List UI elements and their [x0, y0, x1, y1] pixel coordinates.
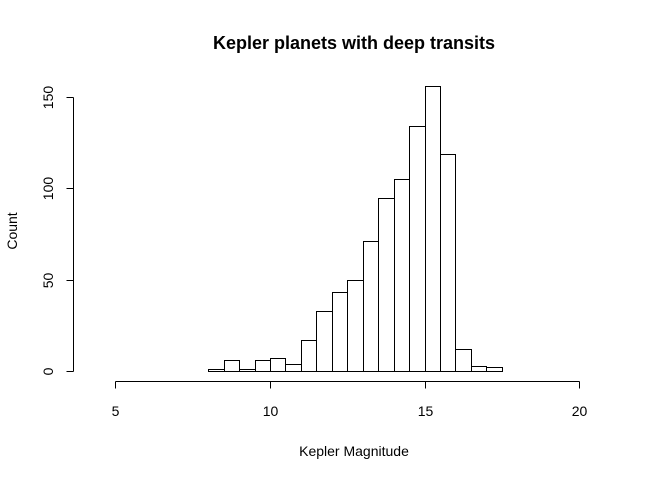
histogram-bar: [347, 280, 364, 372]
histogram-bar: [455, 349, 472, 372]
histogram-bar: [316, 311, 333, 372]
bars-group: [208, 86, 503, 372]
histogram-bar: [440, 154, 456, 372]
histogram-bar: [270, 358, 286, 372]
histogram-bar: [394, 179, 410, 372]
histogram-bar: [378, 198, 395, 372]
y-tick-label: 0: [40, 367, 56, 375]
histogram-bar: [486, 367, 503, 372]
histogram-bar: [239, 369, 256, 372]
histogram-bar: [332, 292, 348, 372]
histogram-bar: [224, 360, 240, 372]
histogram-bar: [471, 366, 487, 372]
x-axis-label: Kepler Magnitude: [299, 443, 409, 459]
histogram-bar: [255, 360, 271, 372]
histogram-bar: [301, 340, 317, 372]
histogram-bar: [425, 86, 441, 372]
y-tick-label: 150: [40, 86, 56, 110]
y-axis: 0 50 100 150: [40, 86, 74, 375]
x-tick-label: 20: [572, 403, 588, 419]
x-tick-label: 10: [263, 403, 279, 419]
y-tick-label: 50: [40, 273, 56, 289]
x-tick-label: 5: [112, 403, 120, 419]
chart-title: Kepler planets with deep transits: [213, 33, 495, 53]
histogram-bar: [363, 241, 379, 372]
y-tick-label: 100: [40, 177, 56, 201]
histogram-bar: [285, 364, 302, 372]
x-tick-label: 15: [418, 403, 434, 419]
y-axis-label: Count: [4, 212, 20, 249]
histogram-bar: [409, 126, 426, 372]
histogram-bar: [208, 369, 225, 372]
x-axis: 5 10 15 20: [112, 381, 588, 419]
